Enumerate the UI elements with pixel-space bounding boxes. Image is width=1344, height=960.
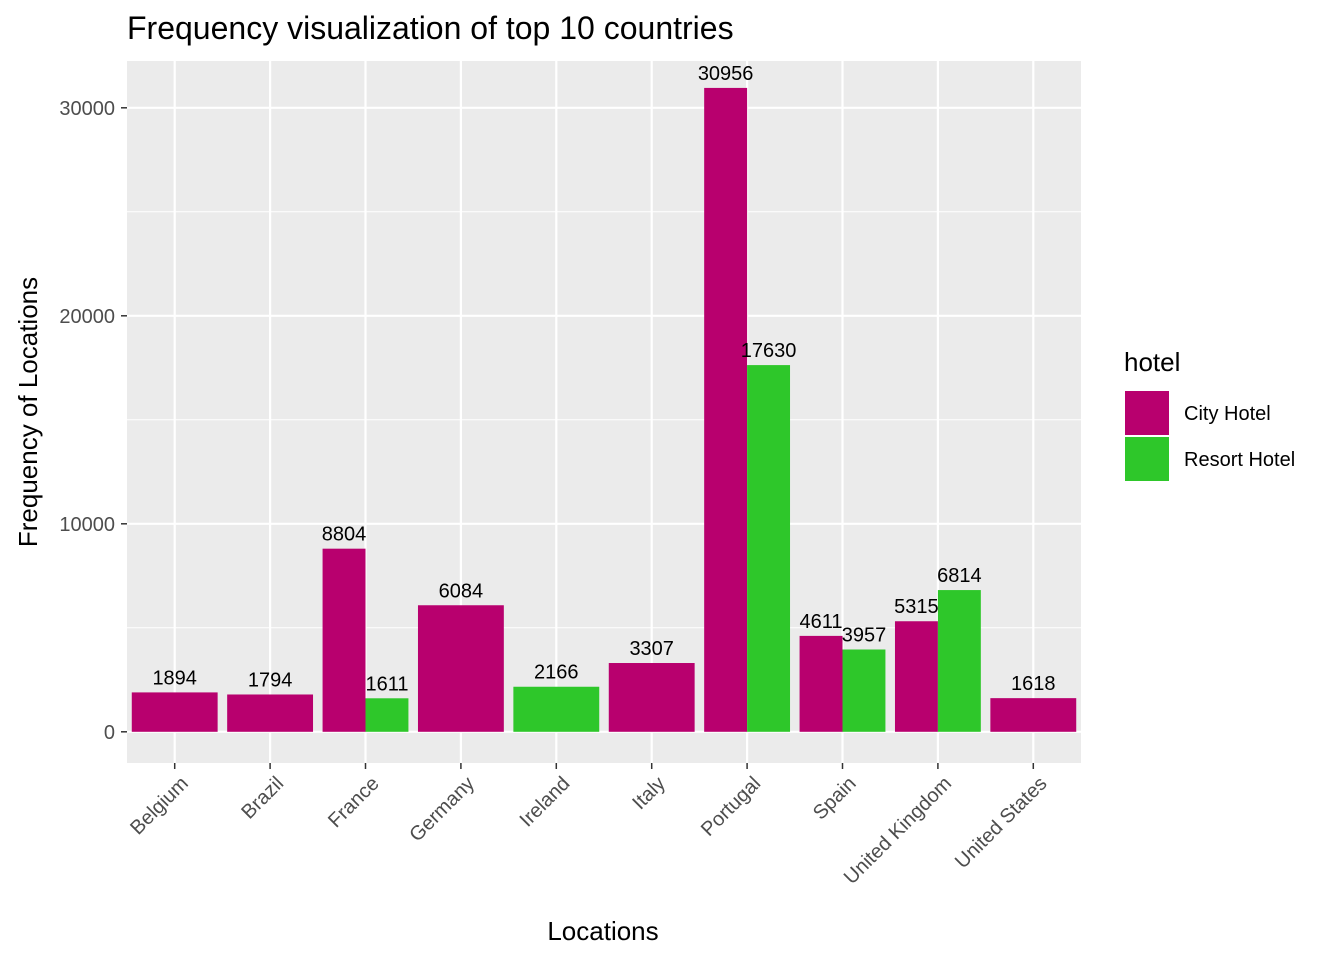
bar-value-label: 2166 bbox=[534, 662, 579, 684]
bar-ireland-resort-hotel bbox=[513, 686, 600, 732]
bar-value-label: 6814 bbox=[937, 565, 982, 587]
x-axis-title: Locations bbox=[547, 916, 658, 946]
y-tick-label: 10000 bbox=[59, 514, 115, 536]
y-tick-label: 0 bbox=[104, 722, 115, 744]
y-tick-label: 20000 bbox=[59, 306, 115, 328]
bar-value-label: 8804 bbox=[322, 524, 367, 546]
bar-germany-city-hotel bbox=[417, 605, 504, 732]
y-axis: 0 10000 20000 30000 bbox=[59, 98, 127, 744]
legend-key-resort-hotel bbox=[1123, 435, 1171, 483]
bar-portugal-resort-hotel bbox=[747, 365, 791, 732]
bar-portugal-city-hotel bbox=[704, 87, 748, 732]
bar-value-label: 1618 bbox=[1011, 673, 1056, 695]
bar-united-kingdom-resort-hotel bbox=[937, 590, 981, 732]
legend-title: hotel bbox=[1124, 347, 1180, 377]
bar-france-city-hotel bbox=[322, 548, 366, 732]
y-axis-title: Frequency of Locations bbox=[13, 277, 43, 547]
bar-brazil-city-hotel bbox=[227, 694, 314, 732]
bar-value-label: 1894 bbox=[152, 667, 197, 689]
x-tick-label: Brazil bbox=[237, 773, 288, 824]
bar-united-states-city-hotel bbox=[990, 698, 1077, 732]
bar-value-label: 6084 bbox=[439, 580, 484, 602]
legend-key-city-hotel bbox=[1123, 389, 1171, 437]
bar-belgium-city-hotel bbox=[131, 692, 218, 732]
bar-united-kingdom-city-hotel bbox=[894, 621, 938, 732]
x-tick-label: Germany bbox=[405, 773, 479, 847]
bar-value-label: 1794 bbox=[248, 669, 293, 691]
x-tick-label: United States bbox=[951, 773, 1051, 873]
x-axis: Belgium Brazil France Germany Ireland Italy Po… bbox=[126, 763, 1051, 889]
bar-value-label: 5315 bbox=[894, 596, 939, 618]
bar-spain-city-hotel bbox=[799, 635, 843, 732]
bar-france-resort-hotel bbox=[365, 698, 409, 732]
bar-value-label: 30956 bbox=[698, 63, 754, 85]
bar-value-label: 1611 bbox=[365, 673, 408, 695]
x-tick-label: Ireland bbox=[516, 773, 575, 832]
chart-title: Frequency visualization of top 10 countr… bbox=[127, 10, 734, 46]
legend: hotel City Hotel Resort Hotel bbox=[1123, 347, 1295, 483]
bars bbox=[131, 87, 1077, 732]
x-tick-label: France bbox=[324, 773, 384, 833]
bar-value-label: 17630 bbox=[741, 340, 797, 362]
x-tick-label: Italy bbox=[628, 773, 669, 814]
bar-value-label: 4611 bbox=[800, 611, 843, 633]
bar-labels: 1894 1794 8804 1611 6084 2166 3307 30956 17630 46… bbox=[152, 63, 1055, 695]
bar-value-label: 3307 bbox=[629, 638, 674, 660]
bar-value-label: 3957 bbox=[842, 624, 887, 646]
bar-italy-city-hotel bbox=[608, 663, 695, 732]
legend-label: Resort Hotel bbox=[1184, 449, 1295, 471]
legend-label: City Hotel bbox=[1184, 403, 1271, 425]
x-tick-label: Portugal bbox=[697, 773, 765, 841]
y-tick-label: 30000 bbox=[59, 98, 115, 120]
x-tick-label: Spain bbox=[809, 773, 861, 825]
bar-spain-resort-hotel bbox=[842, 649, 886, 732]
x-tick-label: Belgium bbox=[126, 773, 193, 840]
